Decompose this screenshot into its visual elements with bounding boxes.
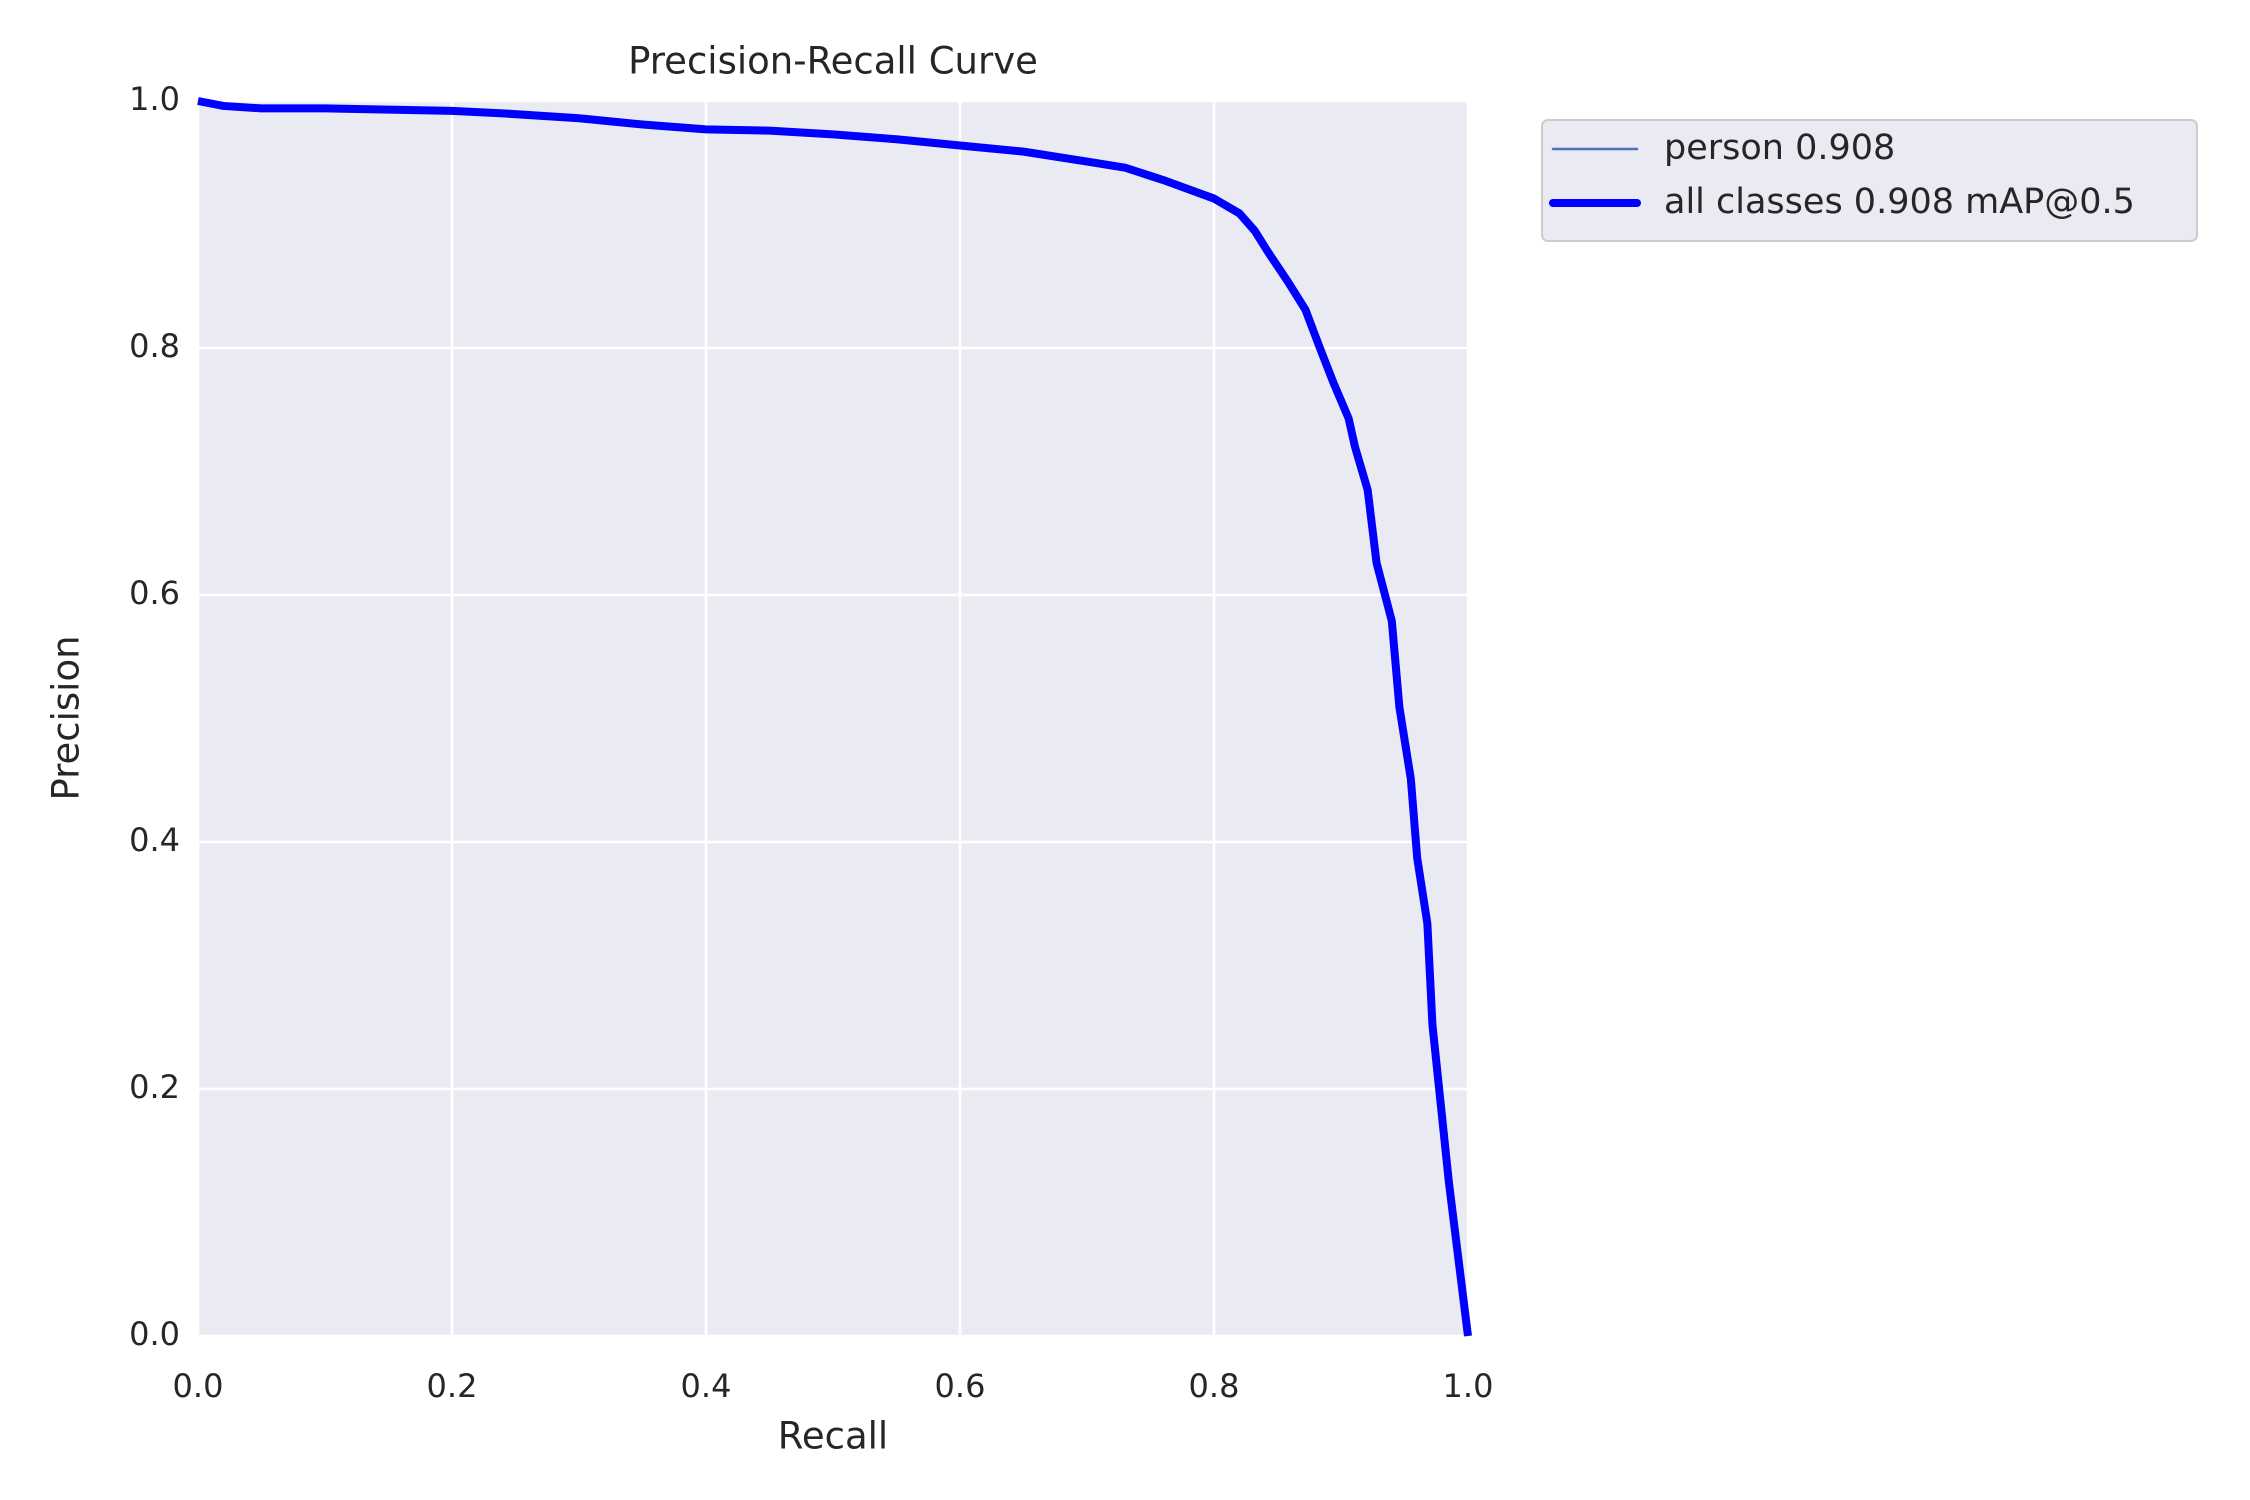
chart-title: Precision-Recall Curve xyxy=(628,40,1038,83)
ticks: 0.0 0.2 0.4 0.6 0.8 1.0 0.0 0.2 0.4 0.6 0.8 1.0 xyxy=(129,80,1493,1405)
y-tick-label: 0.6 xyxy=(129,574,180,612)
legend: person 0.908 all classes 0.908 mAP@0.5 xyxy=(1541,119,2198,242)
y-tick-label: 1.0 xyxy=(129,80,180,118)
y-tick-label: 0.2 xyxy=(129,1068,180,1106)
y-tick-label: 0.8 xyxy=(129,327,180,365)
legend-label: all classes 0.908 mAP@0.5 xyxy=(1664,182,2135,222)
x-axis-title: Recall xyxy=(778,1415,888,1458)
x-tick-label: 0.6 xyxy=(935,1367,986,1405)
y-tick-label: 0.0 xyxy=(129,1315,180,1353)
legend-box xyxy=(1541,119,2198,242)
x-tick-label: 0.4 xyxy=(681,1367,732,1405)
grid xyxy=(196,99,1470,1338)
lines xyxy=(197,97,1472,1337)
x-tick-label: 0.0 xyxy=(173,1367,224,1405)
x-tick-label: 0.2 xyxy=(427,1367,478,1405)
x-tick-label: 1.0 xyxy=(1443,1367,1494,1405)
y-tick-label: 0.4 xyxy=(129,821,180,859)
legend-label: person 0.908 xyxy=(1664,128,1895,168)
plot-area xyxy=(198,101,1468,1336)
series-line xyxy=(197,97,1472,1337)
y-axis-title: Precision xyxy=(45,635,88,800)
x-tick-label: 0.8 xyxy=(1189,1367,1240,1405)
